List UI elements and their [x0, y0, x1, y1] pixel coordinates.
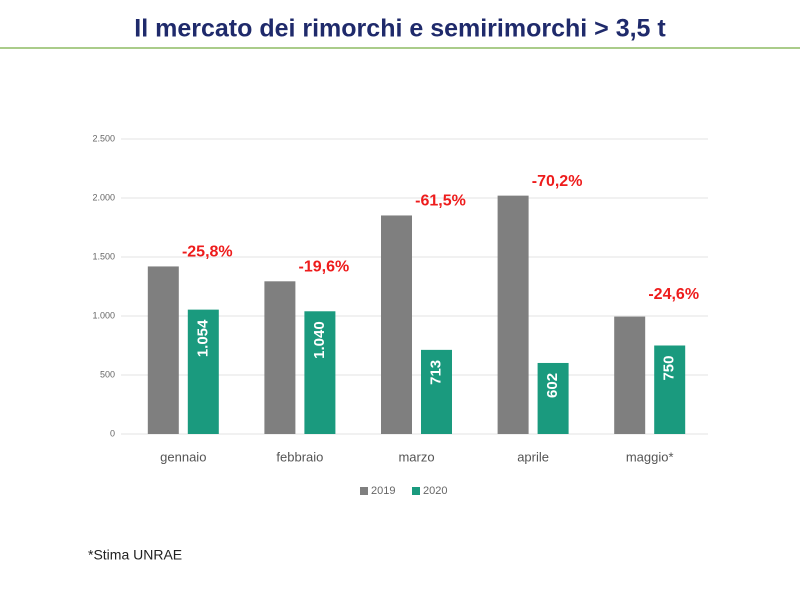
y-tick-label: 1.500: [92, 251, 115, 261]
legend-label: 2020: [423, 485, 447, 497]
bar: [264, 281, 296, 434]
y-tick-label: 2.500: [92, 133, 115, 143]
footnote: *Stima UNRAE: [88, 547, 182, 563]
legend-swatch: [360, 487, 368, 495]
legend-label: 2019: [371, 485, 395, 497]
x-tick-label: febbraio: [276, 449, 323, 464]
x-tick-label: marzo: [398, 449, 434, 464]
bar: [497, 195, 529, 434]
bar: [304, 311, 336, 434]
bar: [187, 309, 219, 434]
value-label: 1.054: [194, 319, 211, 357]
x-tick-label: gennaio: [160, 449, 206, 464]
y-tick-label: 1.000: [92, 310, 115, 320]
value-label: 750: [661, 356, 678, 381]
change-annotation: -24,6%: [648, 286, 699, 303]
bar: [614, 316, 646, 434]
bar: [537, 362, 569, 434]
y-tick-label: 0: [110, 428, 115, 438]
change-annotation: -61,5%: [415, 193, 466, 210]
change-annotation: -70,2%: [532, 173, 583, 190]
change-annotation: -25,8%: [182, 244, 233, 261]
value-label: 713: [427, 360, 444, 385]
change-annotation: -19,6%: [299, 259, 350, 276]
legend-swatch: [412, 487, 420, 495]
x-tick-label: maggio*: [626, 449, 674, 464]
y-tick-label: 2.000: [92, 192, 115, 202]
bar: [147, 266, 179, 434]
y-tick-label: 500: [100, 369, 115, 379]
bar: [381, 215, 412, 434]
chart-title: Il mercato dei rimorchi e semirimorchi >…: [134, 15, 666, 43]
bar: [421, 349, 452, 434]
value-label: 1.040: [311, 321, 328, 359]
value-label: 602: [544, 373, 561, 398]
bar: [654, 345, 686, 434]
x-tick-label: aprile: [517, 449, 549, 464]
